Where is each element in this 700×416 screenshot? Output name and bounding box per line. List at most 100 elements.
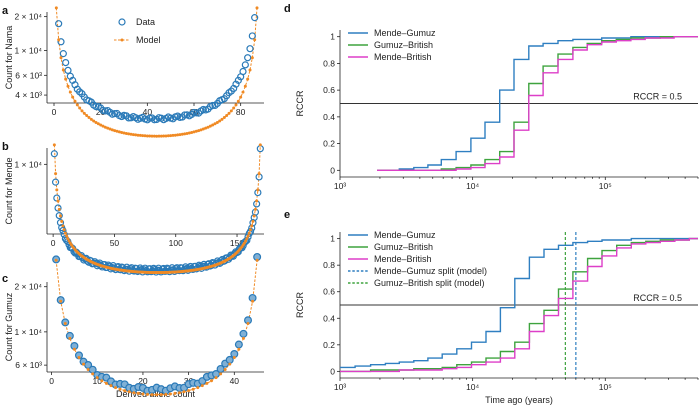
data-point xyxy=(125,114,133,122)
model-point xyxy=(239,95,243,99)
model-point xyxy=(150,393,154,397)
model-point xyxy=(255,258,259,262)
model-point xyxy=(227,111,231,115)
model-point xyxy=(232,106,236,110)
model-point xyxy=(211,123,215,127)
model-point xyxy=(108,127,112,131)
model-point xyxy=(257,172,261,176)
model-point xyxy=(185,131,189,135)
model-point xyxy=(82,362,86,366)
model-point xyxy=(54,172,58,176)
model-point xyxy=(75,103,79,107)
x-tick-label: 0 xyxy=(52,107,57,117)
model-point xyxy=(249,228,253,232)
model-point xyxy=(182,390,186,394)
series-line xyxy=(340,237,698,373)
y-axis-title: Count for Gumuz xyxy=(4,292,14,361)
reference-label: RCCR = 0.5 xyxy=(633,92,682,102)
x-tick-label: 20 xyxy=(138,376,148,386)
x-tick-label: 150 xyxy=(230,238,244,248)
model-point xyxy=(223,367,227,371)
model-point xyxy=(62,228,66,232)
model-point xyxy=(155,393,159,397)
model-point xyxy=(57,38,61,42)
model-point xyxy=(101,124,105,128)
legend-label: Mende–British xyxy=(374,254,432,264)
y-tick-label: 0.4 xyxy=(323,112,335,122)
model-point xyxy=(73,99,77,103)
x-tick-label: 10⁴ xyxy=(466,382,479,392)
model-point xyxy=(146,392,150,396)
series-line xyxy=(377,36,698,171)
data-point xyxy=(251,14,259,22)
model-point xyxy=(222,116,226,120)
model-point xyxy=(68,90,72,94)
model-point xyxy=(164,392,168,396)
model-point xyxy=(141,392,145,396)
model-point xyxy=(129,132,133,136)
model-point xyxy=(245,237,249,241)
model-point xyxy=(171,133,175,137)
model-point xyxy=(244,239,248,243)
model-point xyxy=(220,117,224,121)
model-point xyxy=(196,386,200,390)
model-point xyxy=(164,134,168,138)
y-tick-label: 6 × 10³ xyxy=(15,360,42,370)
model-point xyxy=(124,131,128,135)
data-point xyxy=(248,32,256,40)
model-point xyxy=(247,231,251,235)
legend-data-label: Data xyxy=(136,17,155,27)
model-point xyxy=(100,379,104,383)
model-point xyxy=(159,134,163,138)
model-point xyxy=(157,134,161,138)
model-point xyxy=(120,130,124,134)
model-point xyxy=(246,234,250,238)
model-point xyxy=(77,356,81,360)
model-point xyxy=(131,133,135,137)
y-tick-label: 1 × 10⁴ xyxy=(14,159,42,169)
panel-letter-b: b xyxy=(2,141,9,153)
panel-letter-a: a xyxy=(2,5,9,17)
model-point xyxy=(57,207,61,211)
model-point xyxy=(155,134,159,138)
model-point xyxy=(59,299,63,303)
model-point xyxy=(177,391,181,395)
model-point xyxy=(66,84,70,88)
panel-d-axes: 10³ 10⁴ 10⁵ 0 0.2 0.4 0.6 0.8 1 RCCR d xyxy=(284,3,699,191)
model-point xyxy=(248,68,252,72)
model-point xyxy=(65,234,69,238)
data-point xyxy=(225,355,234,364)
model-point xyxy=(92,119,96,123)
y-tick-label: 6 × 10³ xyxy=(15,70,42,80)
model-point xyxy=(173,133,177,137)
y-tick-label: 4 × 10³ xyxy=(15,90,42,100)
model-point xyxy=(252,214,256,218)
model-point xyxy=(122,131,126,135)
x-tick-label: 10⁴ xyxy=(466,181,479,191)
model-point xyxy=(118,387,122,391)
model-point xyxy=(71,95,75,99)
x-tick-label: 100 xyxy=(169,238,183,248)
legend-label: Mende–British xyxy=(374,52,432,62)
model-point xyxy=(134,133,138,137)
model-point xyxy=(180,132,184,136)
model-point xyxy=(115,129,119,133)
model-point xyxy=(187,389,191,393)
model-point xyxy=(60,219,64,223)
data-point xyxy=(246,45,254,53)
data-point xyxy=(55,212,63,220)
model-point xyxy=(214,376,218,380)
y-tick-label: 1 × 10⁴ xyxy=(14,327,42,337)
data-point xyxy=(60,230,68,238)
model-point xyxy=(104,381,108,385)
model-point xyxy=(178,133,182,137)
legend-label: Mende–Gumuz xyxy=(374,230,436,240)
model-point xyxy=(190,130,194,134)
model-point xyxy=(54,258,58,262)
model-point xyxy=(237,347,241,351)
model-point xyxy=(95,376,99,380)
series-line xyxy=(340,237,698,373)
y-tick-label: 0 xyxy=(330,366,335,376)
model-point xyxy=(61,68,65,72)
